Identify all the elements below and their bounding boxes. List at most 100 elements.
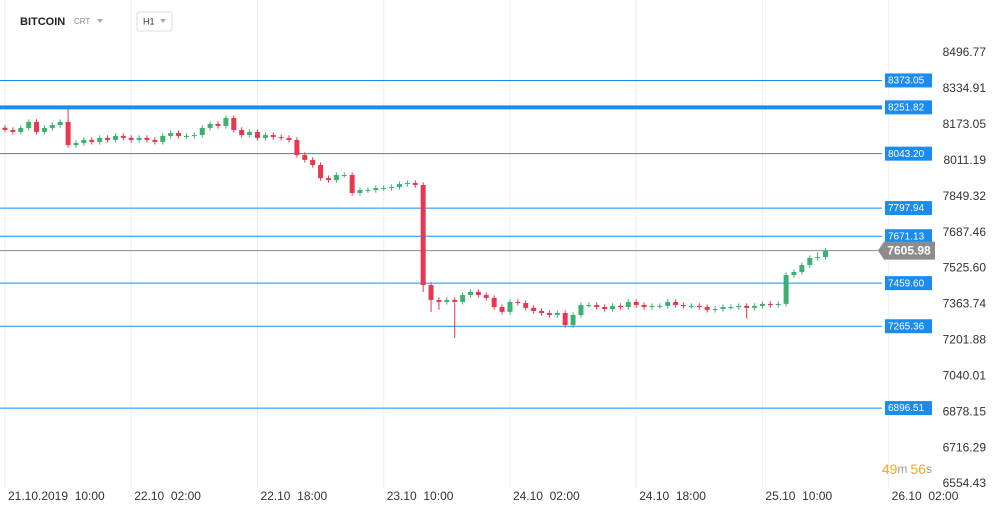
candle-body	[168, 133, 174, 136]
candle-body	[420, 184, 426, 286]
candle-body	[254, 131, 260, 138]
candle-body	[247, 131, 253, 136]
candle-body	[688, 305, 694, 307]
candle-body	[278, 137, 284, 139]
x-tick-label: 25.10 10:00	[765, 489, 832, 503]
candle-body	[460, 295, 466, 302]
candle-body	[681, 305, 687, 307]
candle-body	[365, 190, 371, 192]
candle-body	[120, 135, 126, 138]
candle-body	[752, 305, 758, 308]
candle-body	[475, 291, 481, 296]
candle-body	[34, 121, 40, 132]
candle-body	[325, 178, 331, 181]
candle-body	[318, 165, 324, 179]
candle-body	[294, 139, 300, 156]
level-label-box	[885, 73, 932, 88]
candle-body	[404, 182, 410, 185]
level-label: 7459.60	[888, 278, 925, 289]
candle-body	[720, 307, 726, 310]
levels: 8373.05 8251.82 8043.20 7797.94 7671.13 7459.…	[0, 73, 935, 416]
level-label: 8373.05	[888, 76, 925, 87]
candle-body	[499, 307, 505, 312]
candle-body	[112, 135, 118, 140]
candle-body	[57, 121, 63, 126]
candle-body	[657, 305, 663, 307]
level-label: 7265.36	[888, 321, 925, 332]
candle-body	[436, 299, 442, 302]
x-tick-label: 22.10 02:00	[134, 489, 201, 503]
candle-body	[649, 305, 655, 308]
countdown-unit: s	[926, 462, 932, 476]
y-tick-label: 6554.43	[943, 476, 987, 490]
current-price-label: 7605.98	[887, 243, 931, 257]
candle-body	[81, 139, 87, 144]
candle-body	[602, 307, 608, 310]
candle-body	[18, 127, 24, 132]
candle-body	[665, 301, 671, 306]
level-label: 7797.94	[888, 203, 925, 214]
x-tick-label: 22.10 18:00	[260, 489, 327, 503]
candle-body	[412, 182, 418, 185]
candle-body	[357, 190, 363, 193]
candle-body	[823, 250, 829, 258]
level-label: 8251.82	[888, 102, 925, 113]
grid	[4, 0, 890, 488]
level-label-box	[885, 319, 932, 334]
y-tick-label: 8011.19	[944, 153, 987, 167]
level-label-box	[885, 401, 932, 416]
candle-body	[73, 143, 79, 146]
candle-body	[105, 137, 111, 140]
x-tick-label: 21.10.2019 10:00	[8, 489, 105, 503]
candle-body	[444, 299, 450, 302]
candle-body	[625, 301, 631, 308]
candle-body	[97, 137, 103, 142]
candle-body	[396, 184, 402, 187]
y-tick-label: 7363.74	[943, 297, 987, 311]
dropdown-arrow[interactable]	[160, 19, 166, 23]
candle-body	[349, 174, 355, 193]
candle-body	[452, 299, 458, 302]
countdown-minutes: 49	[882, 461, 898, 477]
candle-body	[41, 127, 47, 132]
candle-body	[381, 188, 387, 190]
dropdown-arrow[interactable]	[97, 19, 103, 23]
candle-body	[515, 301, 521, 304]
instrument-type[interactable]: CRT	[74, 17, 90, 26]
y-tick-label: 7040.01	[943, 368, 987, 382]
candle-body	[531, 307, 537, 312]
candle-body	[215, 123, 221, 126]
candle-body	[191, 135, 197, 137]
candle-body	[467, 291, 473, 296]
candle-body	[65, 121, 71, 146]
candle-body	[554, 313, 560, 316]
y-tick-label: 7525.60	[943, 261, 987, 275]
candle-body	[815, 257, 821, 259]
candle-body	[176, 133, 182, 136]
candle-body	[673, 301, 679, 306]
candle-body	[223, 117, 229, 126]
candles	[2, 107, 829, 339]
candle-body	[428, 285, 434, 300]
y-tick-label: 7849.32	[943, 189, 987, 203]
level-label: 8043.20	[888, 149, 925, 160]
candle-body	[207, 123, 213, 128]
interval-select[interactable]	[136, 11, 173, 32]
candle-body	[539, 311, 545, 314]
candle-body	[302, 155, 308, 160]
labels: 21.10.2019 10:00 22.10 02:00 22.10 18:00 23…	[8, 45, 986, 503]
candle-body	[546, 313, 552, 316]
x-tick-label: 24.10 18:00	[639, 489, 706, 503]
candle-body	[333, 174, 339, 181]
candle-body	[183, 135, 189, 137]
candle-body	[160, 135, 166, 142]
level-label: 6896.51	[888, 403, 925, 414]
x-tick-label: 24.10 02:00	[513, 489, 580, 503]
interval[interactable]: H1	[143, 16, 155, 26]
candle-body	[231, 117, 237, 130]
candle-body	[49, 125, 55, 128]
candle-body	[26, 121, 32, 128]
countdown-seconds: 56	[910, 461, 926, 477]
y-tick-label: 7687.46	[943, 225, 987, 239]
